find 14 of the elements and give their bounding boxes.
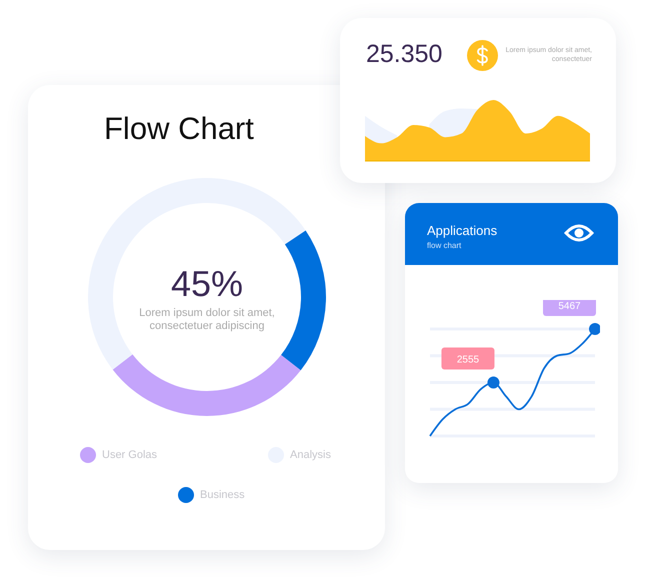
text: Lorem ipsum dolor sit amet, consectetuer adipiscing bbox=[138, 307, 276, 333]
legend-label: Analysis bbox=[290, 449, 331, 461]
text: 25.350 bbox=[366, 40, 442, 69]
chart-title: Applications bbox=[427, 223, 498, 238]
data-label: 5467 bbox=[558, 301, 582, 312]
chart-title: Flow Chart bbox=[104, 111, 254, 147]
donut-slice bbox=[281, 230, 326, 370]
data-label: 2555 bbox=[456, 354, 480, 366]
chart-subtitle: flow chart bbox=[427, 241, 462, 250]
donut-slice bbox=[112, 354, 301, 416]
legend-label: User Golas bbox=[102, 449, 158, 461]
legend-label: Business bbox=[200, 489, 245, 501]
donut-slice bbox=[88, 178, 306, 370]
text: 45% bbox=[170, 263, 244, 305]
